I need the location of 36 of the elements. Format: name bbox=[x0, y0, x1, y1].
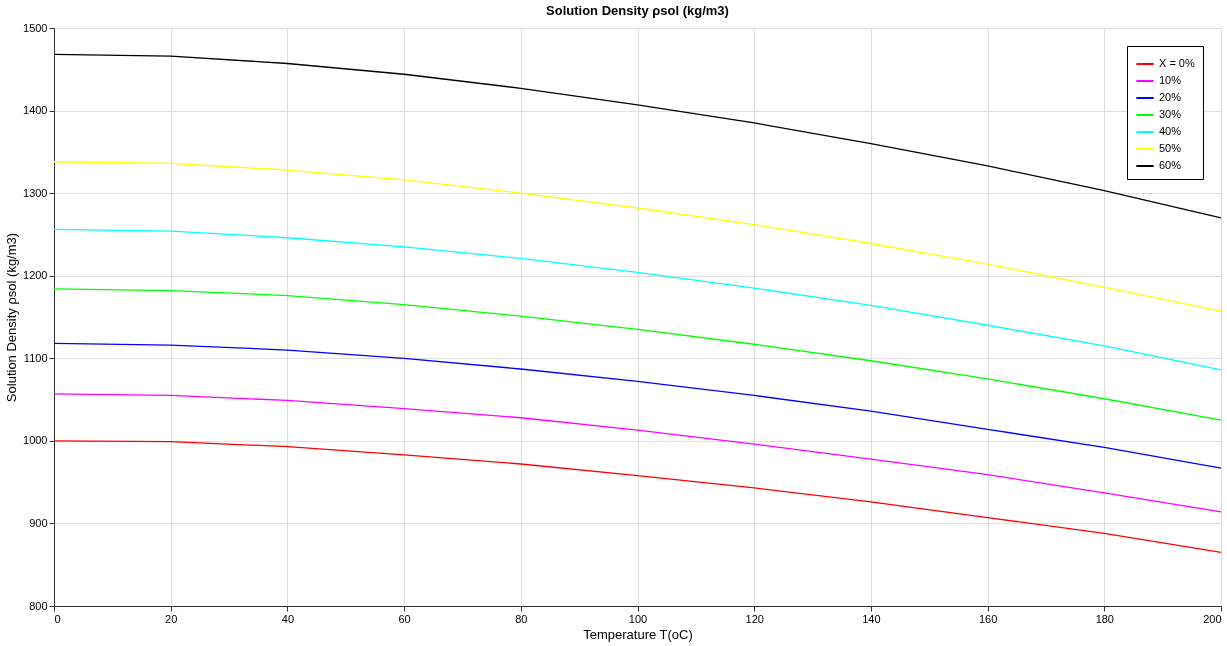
y-tick-label: 1000 bbox=[23, 434, 48, 447]
line-series bbox=[53, 288, 1222, 421]
x-tick-label: 40 bbox=[281, 612, 295, 625]
y-tick-label: 900 bbox=[29, 516, 48, 529]
x-tick-label: 200 bbox=[1203, 612, 1222, 625]
x-tick-label: 80 bbox=[515, 612, 528, 625]
y-tick-label: 800 bbox=[29, 599, 48, 612]
y-tick-label: 1200 bbox=[23, 269, 48, 282]
legend-label: 10% bbox=[1159, 74, 1182, 86]
x-tick-label: 180 bbox=[1095, 612, 1114, 625]
line-series bbox=[53, 228, 1222, 371]
line-series bbox=[53, 440, 1222, 553]
legend-label: 20% bbox=[1159, 91, 1182, 103]
x-tick-label: 140 bbox=[862, 612, 881, 625]
legend-label: X = 0% bbox=[1159, 57, 1195, 69]
y-tick-label: 1400 bbox=[23, 104, 48, 117]
line-series bbox=[53, 342, 1222, 469]
x-tick-label: 0 bbox=[54, 612, 61, 625]
chart-title: Solution Density ρsol (kg/m3) bbox=[546, 3, 729, 18]
x-tick-label: 160 bbox=[978, 612, 998, 625]
y-tick-label: 1500 bbox=[23, 21, 48, 34]
x-tick-label: 60 bbox=[398, 612, 411, 625]
y-axis-title: Solution Density ρsol (kg/m3) bbox=[4, 232, 20, 403]
x-tick-label: 120 bbox=[745, 612, 764, 625]
legend-label: 60% bbox=[1159, 159, 1182, 171]
y-tick-label: 1100 bbox=[23, 351, 48, 364]
legend-label: 30% bbox=[1159, 108, 1182, 120]
legend-label: 40% bbox=[1159, 125, 1182, 137]
line-series bbox=[53, 53, 1222, 219]
line-series bbox=[53, 161, 1222, 312]
line-series bbox=[53, 393, 1222, 513]
x-axis-title: Temperature T(oC) bbox=[583, 626, 693, 642]
x-tick-label: 20 bbox=[165, 612, 178, 625]
y-tick-label: 1300 bbox=[23, 186, 48, 199]
x-tick-label: 100 bbox=[628, 612, 648, 625]
legend-label: 50% bbox=[1159, 142, 1182, 154]
